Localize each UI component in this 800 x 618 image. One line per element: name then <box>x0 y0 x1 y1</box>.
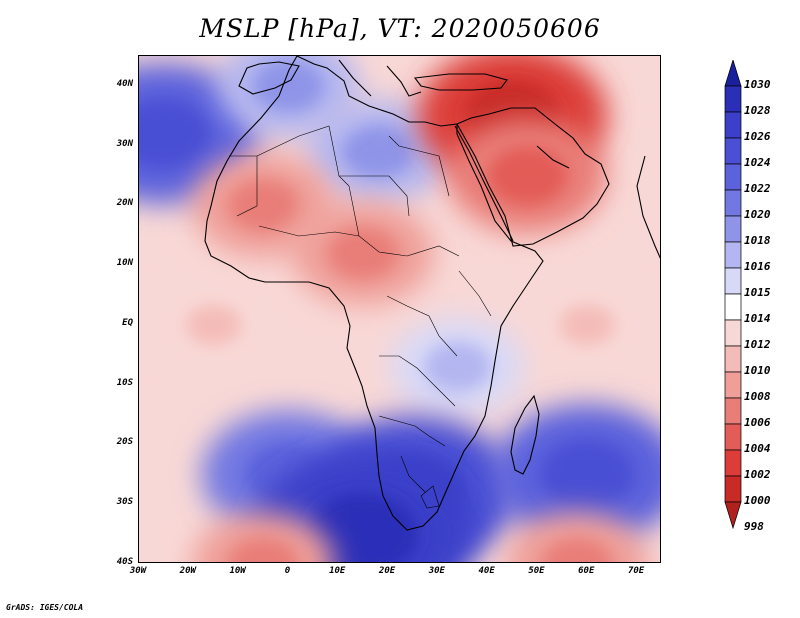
colorbar-level-label: 1024 <box>744 156 771 169</box>
colorbar-level-label: 1000 <box>744 494 771 507</box>
pressure-core-8 <box>559 304 615 345</box>
lon-tick-label: 0 <box>284 566 291 576</box>
colorbar-level-label: 1022 <box>744 182 771 195</box>
lon-tick-label: 30E <box>428 566 445 576</box>
pressure-core-14 <box>228 538 299 562</box>
lat-tick-label: 10N <box>116 258 133 269</box>
colorbar-level-label: 1015 <box>744 286 771 299</box>
colorbar-bottom-arrow <box>724 501 742 530</box>
lon-tick-label: 40E <box>478 566 495 576</box>
pressure-core-4 <box>488 146 568 205</box>
colorbar-level-label: 1026 <box>744 130 771 143</box>
colorbar-level-label: 1018 <box>744 234 771 247</box>
colorbar-level-label: 1016 <box>744 260 771 273</box>
colorbar <box>724 60 742 530</box>
pressure-core-15 <box>541 538 613 562</box>
pressure-core-13 <box>539 439 635 510</box>
colorbar-cell <box>724 293 742 321</box>
pressure-region-15 <box>506 512 649 562</box>
pressure-core-1 <box>342 125 414 178</box>
colorbar-level-label: 1012 <box>744 338 771 351</box>
lat-tick-label: 30N <box>116 138 133 149</box>
country-borders <box>229 125 492 509</box>
colorbar-cell <box>724 111 742 139</box>
colorbar-cell <box>724 319 742 347</box>
lon-tick-label: 10W <box>229 566 246 576</box>
colorbar-cell <box>724 371 742 399</box>
colorbar-top-arrow <box>724 60 742 87</box>
lon-tick-label: 60E <box>578 566 595 576</box>
colorbar-cell <box>724 241 742 269</box>
pressure-core-0 <box>139 98 212 169</box>
lat-tick-label: EQ <box>122 317 133 328</box>
pressure-core-9 <box>424 342 492 392</box>
colorbar-level-label: 1030 <box>744 78 771 91</box>
colorbar-cell <box>724 397 742 425</box>
colorbar-cell <box>724 267 742 295</box>
pressure-core-2 <box>252 59 324 112</box>
chart-title: MSLP [hPa], VT: 2020050606 <box>199 14 601 43</box>
lon-tick-label: 30W <box>129 566 147 576</box>
lat-tick-label: 30S <box>116 497 133 508</box>
colorbar-cell <box>724 189 742 217</box>
colorbar-cell <box>724 85 742 113</box>
colorbar-level-label: 1028 <box>744 104 771 117</box>
pressure-region-14 <box>192 512 335 562</box>
lat-tick-label: 40S <box>116 557 133 567</box>
lon-tick-label: 20W <box>179 566 196 576</box>
colorbar-level-label: 998 <box>744 520 764 533</box>
pressure-core-6 <box>327 227 399 280</box>
colorbar-cell <box>724 345 742 373</box>
pressure-core-5 <box>228 179 300 232</box>
lat-tick-label: 20N <box>116 198 133 209</box>
colorbar-level-label: 1002 <box>744 468 771 481</box>
lon-tick-label: 70E <box>627 566 645 576</box>
colorbar-cell <box>724 449 742 477</box>
colorbar-level-label: 1004 <box>744 442 771 455</box>
mslp-field <box>139 56 660 562</box>
colorbar-cell <box>724 215 742 243</box>
colorbar-cell <box>724 137 742 165</box>
pressure-core-12 <box>307 493 419 562</box>
lon-tick-label: 50E <box>528 566 545 576</box>
lon-tick-label: 10E <box>329 566 346 576</box>
colorbar-level-label: 1010 <box>744 364 771 377</box>
coastlines <box>204 56 660 531</box>
pressure-core-7 <box>186 304 242 345</box>
colorbar-cell <box>724 163 742 191</box>
lon-tick-label: 20E <box>378 566 396 576</box>
map-plot-area <box>138 55 661 563</box>
colorbar-level-label: 1006 <box>744 416 771 429</box>
lat-tick-label: 40N <box>116 78 133 89</box>
lat-tick-label: 10S <box>116 377 133 388</box>
colorbar-level-label: 1020 <box>744 208 771 221</box>
colorbar-cell <box>724 475 742 503</box>
lat-tick-label: 20S <box>116 437 133 448</box>
colorbar-level-label: 1008 <box>744 390 771 403</box>
colorbar-cell <box>724 423 742 451</box>
colorbar-level-label: 1014 <box>744 312 771 325</box>
grads-credit: GrADS: IGES/COLA <box>6 603 84 612</box>
